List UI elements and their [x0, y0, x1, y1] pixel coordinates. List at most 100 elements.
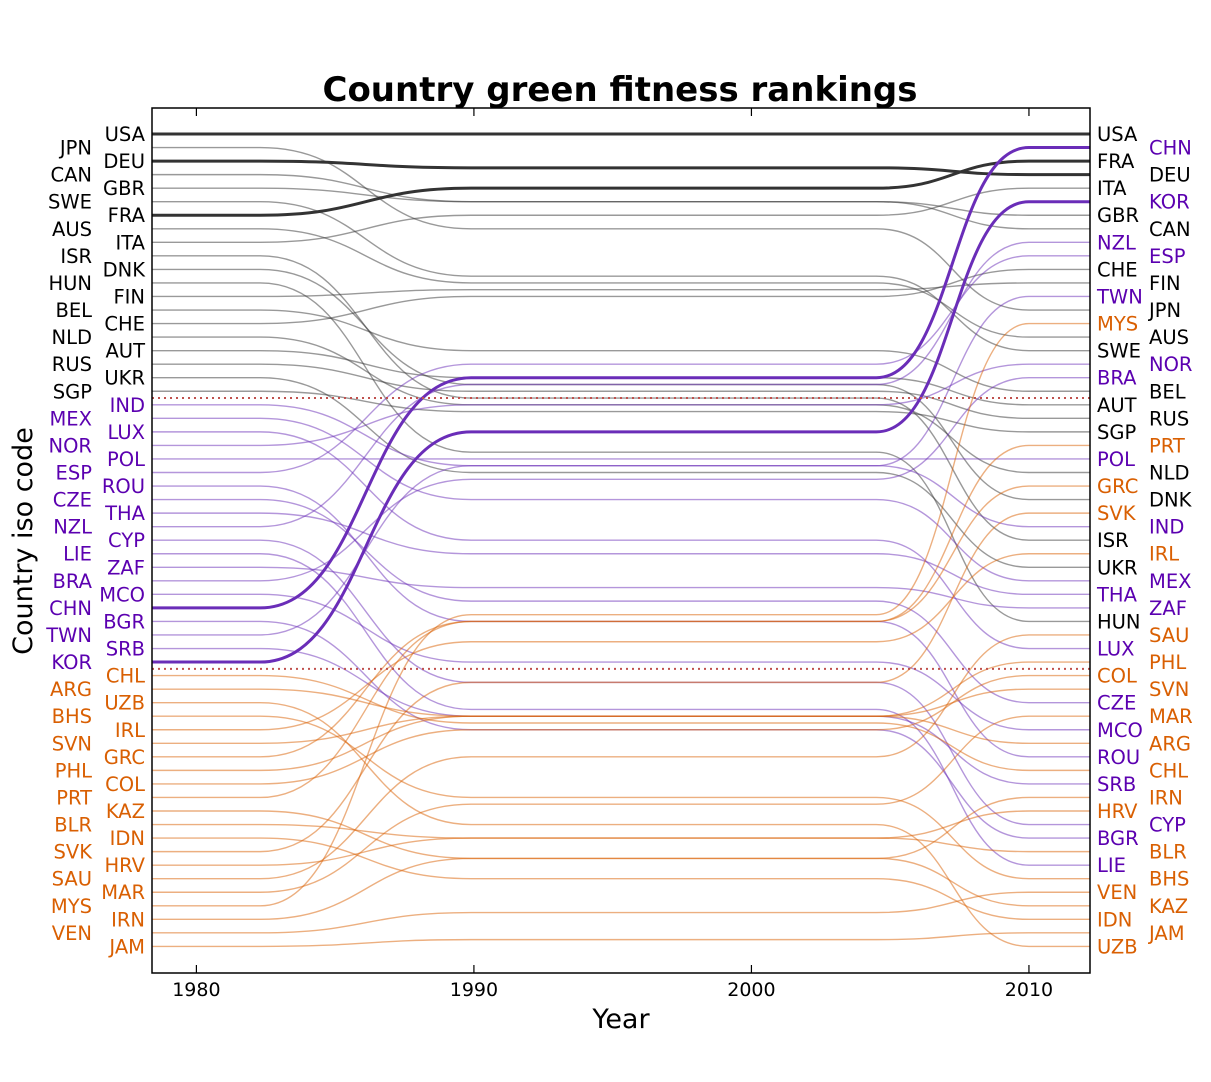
right-label-blr: BLR	[1149, 841, 1187, 864]
left-label-tha: THA	[104, 502, 146, 525]
left-label-pol: POL	[107, 448, 145, 471]
right-label-can: CAN	[1149, 218, 1191, 241]
right-label-sgp: SGP	[1097, 421, 1136, 444]
right-label-nor: NOR	[1149, 353, 1193, 376]
ranking-line-gbr	[152, 187, 1090, 216]
right-label-mco: MCO	[1097, 719, 1143, 742]
x-tick-label-1980: 1980	[172, 979, 220, 1001]
y-axis-label: Country iso code	[8, 427, 39, 655]
ranking-line-sgp	[152, 390, 1090, 433]
left-label-kor: KOR	[51, 651, 92, 674]
right-label-isr: ISR	[1097, 529, 1129, 552]
x-axis-label: Year	[591, 1004, 650, 1035]
left-label-mco: MCO	[99, 583, 145, 606]
ranking-line-mys	[152, 322, 1090, 907]
left-label-mex: MEX	[49, 407, 92, 430]
rank-labels: USA JPN DEU CAN GBR SWE FRA AUS ITA ISR DNK HUN FIN B…	[45, 123, 1193, 958]
ranking-line-lie	[152, 553, 1090, 866]
ranking-line-tha	[152, 512, 1090, 596]
right-label-bra: BRA	[1097, 367, 1137, 390]
left-label-arg: ARG	[50, 678, 92, 701]
ranking-line-chl	[152, 674, 1090, 772]
right-label-zaf: ZAF	[1149, 597, 1187, 620]
left-label-svk: SVK	[53, 841, 93, 864]
right-label-irn: IRN	[1149, 786, 1183, 809]
left-label-sgp: SGP	[53, 380, 92, 403]
ranking-line-hrv	[152, 810, 1090, 866]
left-label-bel: BEL	[55, 299, 92, 322]
right-label-che: CHE	[1097, 258, 1138, 281]
right-label-col: COL	[1097, 665, 1137, 688]
ranking-line-ven	[152, 891, 1090, 934]
right-label-aut: AUT	[1097, 394, 1137, 417]
ranking-line-sau	[152, 634, 1090, 880]
right-label-chl: CHL	[1149, 759, 1188, 782]
left-label-prt: PRT	[56, 786, 92, 809]
right-label-rou: ROU	[1097, 746, 1140, 769]
right-label-sau: SAU	[1149, 624, 1189, 647]
ranking-line-prt	[152, 444, 1090, 799]
right-label-mys: MYS	[1097, 313, 1138, 336]
right-label-ita: ITA	[1097, 177, 1127, 200]
left-label-dnk: DNK	[103, 258, 147, 281]
left-label-deu: DEU	[103, 150, 145, 173]
right-label-aus: AUS	[1149, 326, 1189, 349]
right-label-gbr: GBR	[1097, 204, 1139, 227]
left-label-swe: SWE	[48, 191, 92, 214]
left-label-chl: CHL	[106, 665, 145, 688]
left-label-fra: FRA	[108, 204, 146, 227]
left-label-blr: BLR	[54, 814, 92, 837]
right-label-nzl: NZL	[1097, 231, 1136, 254]
left-label-uzb: UZB	[104, 692, 145, 715]
ranking-line-chn	[152, 146, 1090, 610]
ranking-line-twn	[152, 295, 1090, 636]
ranking-line-irl	[152, 553, 1090, 731]
left-label-aus: AUS	[52, 218, 92, 241]
left-label-nzl: NZL	[53, 516, 92, 539]
left-label-irn: IRN	[111, 908, 145, 931]
left-label-idn: IDN	[110, 827, 145, 850]
left-label-phl: PHL	[55, 759, 92, 782]
left-label-ven: VEN	[52, 922, 92, 945]
right-label-bel: BEL	[1149, 380, 1186, 403]
right-label-dnk: DNK	[1149, 489, 1193, 512]
right-label-tha: THA	[1096, 583, 1138, 606]
left-label-aut: AUT	[105, 340, 145, 363]
right-label-chn: CHN	[1149, 137, 1192, 160]
right-label-arg: ARG	[1149, 732, 1191, 755]
ranking-line-bel	[152, 309, 1090, 392]
ranking-line-kor	[152, 200, 1090, 664]
group-separators	[152, 397, 1090, 670]
right-label-irl: IRL	[1149, 543, 1179, 566]
left-label-chn: CHN	[49, 597, 92, 620]
right-label-pol: POL	[1097, 448, 1135, 471]
left-label-hrv: HRV	[105, 854, 146, 877]
right-label-mar: MAR	[1149, 705, 1193, 728]
right-label-twn: TWN	[1096, 285, 1143, 308]
ranking-line-rus	[152, 363, 1090, 420]
left-label-irl: IRL	[115, 719, 145, 742]
left-label-nld: NLD	[52, 326, 92, 349]
right-label-deu: DEU	[1149, 164, 1191, 187]
right-label-kor: KOR	[1149, 191, 1190, 214]
right-label-lux: LUX	[1097, 638, 1135, 661]
right-label-jpn: JPN	[1147, 299, 1181, 322]
right-label-swe: SWE	[1097, 340, 1141, 363]
ranking-line-irn	[152, 796, 1090, 921]
right-label-lie: LIE	[1097, 854, 1126, 877]
left-label-jpn: JPN	[58, 137, 92, 160]
ranking-line-phl	[152, 661, 1090, 772]
left-label-esp: ESP	[56, 462, 93, 485]
left-label-che: CHE	[104, 313, 145, 336]
left-label-can: CAN	[50, 164, 92, 187]
left-label-zaf: ZAF	[107, 556, 145, 579]
left-label-cze: CZE	[53, 489, 92, 512]
right-label-ven: VEN	[1097, 881, 1137, 904]
ranking-line-nzl	[152, 241, 1090, 528]
right-label-srb: SRB	[1097, 773, 1136, 796]
right-label-ind: IND	[1149, 516, 1184, 539]
ranking-line-idn	[152, 837, 1090, 921]
left-label-ukr: UKR	[104, 367, 145, 390]
right-label-svk: SVK	[1097, 502, 1137, 525]
